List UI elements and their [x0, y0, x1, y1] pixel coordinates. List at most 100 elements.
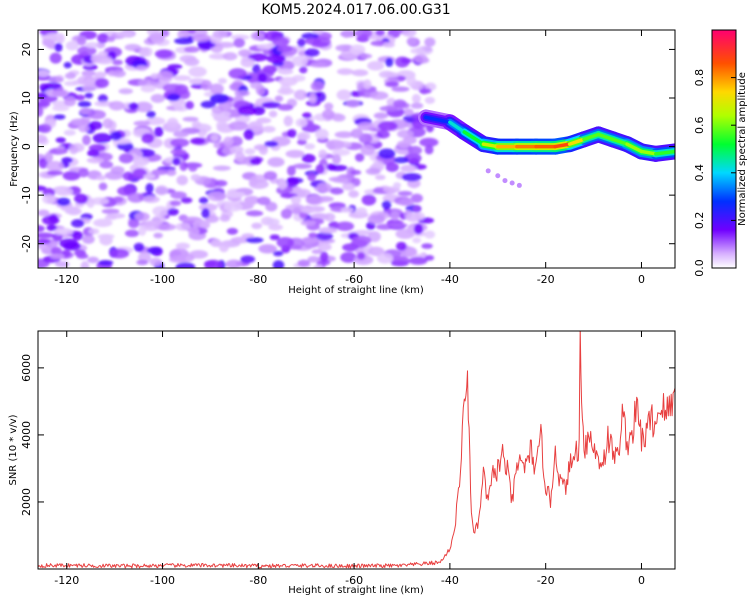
signal-track-segment [625, 142, 644, 154]
noise-blob [367, 60, 385, 71]
noise-blob [48, 76, 63, 83]
noise-blob [87, 149, 100, 157]
noise-blob [277, 68, 294, 75]
noise-blob [112, 69, 126, 78]
heatmap-x-tick-label: -20 [537, 273, 555, 286]
noise-blob [74, 94, 86, 101]
noise-blob [212, 30, 228, 39]
noise-blob [237, 105, 257, 116]
noise-blob [55, 187, 74, 197]
noise-blob [268, 110, 278, 118]
noise-blob [413, 223, 424, 235]
signal-track-segment [596, 132, 615, 142]
noise-blob [278, 76, 298, 86]
noise-blob [135, 65, 148, 71]
noise-blob [145, 183, 154, 194]
signal-track-segment [424, 115, 452, 125]
heatmap-frame [37, 29, 676, 269]
noise-blob [225, 259, 243, 268]
noise-blob [313, 264, 324, 268]
noise-blob [395, 241, 407, 251]
noise-blob [87, 109, 106, 120]
noise-blob [124, 229, 140, 238]
noise-blob [393, 182, 402, 189]
noise-blob [240, 57, 255, 68]
signal-trail-point [495, 173, 501, 179]
noise-blob [410, 193, 423, 203]
noise-blob [46, 170, 64, 176]
noise-blob [381, 200, 392, 210]
noise-blob [283, 115, 293, 127]
noise-blob [156, 70, 174, 81]
noise-blob [53, 114, 66, 120]
noise-blob [170, 191, 187, 200]
heatmap-y-axis-label: Frequency (Hz) [9, 111, 20, 187]
noise-blob [132, 156, 150, 166]
noise-blob [68, 144, 79, 155]
noise-blob [192, 33, 211, 43]
noise-blob [177, 30, 189, 40]
noise-blob [150, 93, 165, 103]
noise-blob [258, 244, 278, 254]
snr-y-tick-label: 4000 [20, 421, 33, 449]
noise-blob [322, 109, 335, 120]
noise-blob [115, 31, 134, 37]
noise-blob [167, 93, 181, 102]
noise-blob [190, 137, 206, 145]
noise-blob [102, 118, 113, 129]
noise-blob [216, 120, 228, 130]
noise-blob [90, 54, 102, 64]
noise-blob [297, 38, 306, 48]
noise-blob [223, 136, 234, 147]
noise-blob [266, 54, 286, 64]
noise-blob [252, 106, 266, 116]
heatmap-x-tick-label: 0 [638, 273, 645, 286]
noise-blob [149, 32, 165, 42]
noise-blob [167, 208, 179, 216]
noise-blob [405, 212, 421, 222]
noise-blob [290, 195, 302, 205]
noise-blob [62, 249, 71, 258]
noise-blob [340, 207, 354, 213]
noise-blob [191, 120, 202, 129]
heatmap-noise-field [38, 30, 439, 268]
noise-blob [94, 78, 109, 88]
snr-y-ticks: 2000 4000 6000 [20, 354, 675, 516]
noise-blob [412, 237, 422, 244]
noise-blob [315, 232, 334, 241]
noise-blob [82, 134, 91, 146]
noise-blob [342, 182, 356, 191]
noise-blob [341, 30, 351, 38]
noise-blob [167, 117, 179, 128]
noise-blob [349, 169, 362, 175]
signal-track-segment [448, 120, 467, 134]
noise-blob [109, 131, 122, 141]
noise-blob [340, 251, 357, 263]
noise-blob [407, 145, 423, 155]
noise-blob [379, 105, 398, 112]
noise-blob [272, 36, 290, 47]
noise-blob [63, 61, 72, 69]
noise-blob [277, 104, 294, 111]
noise-blob [249, 179, 269, 190]
noise-blob [265, 218, 280, 226]
noise-blob [169, 255, 187, 263]
noise-blob [367, 214, 385, 225]
noise-blob [301, 236, 319, 244]
noise-blob [78, 168, 89, 178]
noise-blob [280, 208, 293, 219]
noise-blob [46, 160, 64, 172]
noise-blob [331, 154, 342, 165]
noise-blob [285, 176, 299, 188]
signal-track-segment [481, 142, 500, 149]
colorbar-tick-label: 0.0 [693, 259, 706, 277]
noise-blob [97, 33, 109, 44]
noise-blob [267, 157, 285, 167]
noise-blob [424, 230, 436, 239]
noise-blob [80, 261, 90, 268]
noise-blob [49, 52, 62, 64]
noise-blob [113, 196, 124, 203]
noise-blob [393, 156, 409, 164]
noise-blob [299, 66, 308, 74]
noise-blob [345, 99, 360, 108]
